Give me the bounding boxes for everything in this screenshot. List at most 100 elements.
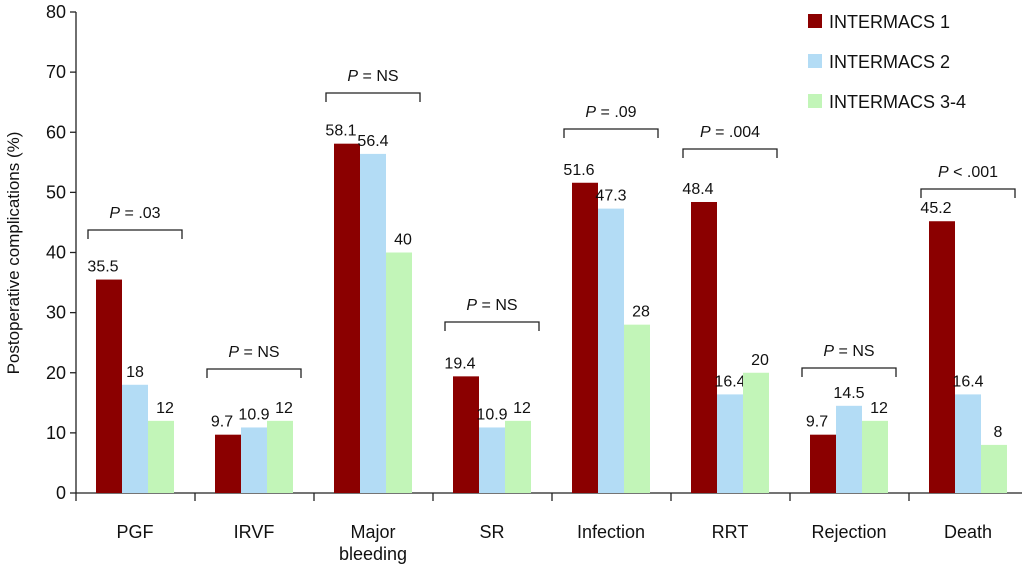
data-label: 9.7 [806,414,828,431]
p-value-text: = .004 [711,124,760,141]
data-label: 45.2 [920,200,951,217]
p-symbol: P [228,344,239,361]
data-label: 28 [632,304,650,321]
data-label: 48.4 [682,181,713,198]
x-tick-label: bleeding [339,544,407,564]
x-tick-label: Infection [577,522,645,542]
x-tick-label: SR [479,522,504,542]
data-label: 58.1 [325,123,356,140]
x-tick-label: Major [350,522,395,542]
bar-intermacs-2 [955,394,981,493]
data-label: 12 [156,400,174,417]
y-tick-label: 0 [56,483,66,503]
p-symbol: P [700,124,711,141]
p-value-text: = NS [239,344,279,361]
bar-intermacs-3-4 [386,252,412,493]
p-value-bracket [920,188,1016,198]
p-value-label: P = .09 [585,104,636,121]
p-symbol: P [823,343,834,360]
legend-swatch [808,14,822,28]
x-tick-label: PGF [116,522,153,542]
bar-intermacs-1 [572,182,598,493]
y-tick-label: 20 [46,363,66,383]
data-label: 14.5 [833,385,864,402]
p-value-text: < .001 [949,164,998,181]
bar-intermacs-3-4 [981,444,1007,493]
legend-swatch [808,54,822,68]
bar-intermacs-2 [479,427,505,493]
bar-intermacs-2 [360,153,386,493]
data-label: 35.5 [87,259,118,276]
bar-intermacs-3-4 [624,324,650,493]
data-label: 12 [513,400,531,417]
p-value-bracket [682,148,778,158]
bar-intermacs-3-4 [505,420,531,493]
p-value-text: = NS [477,297,517,314]
bar-intermacs-1 [691,201,717,493]
y-tick-label: 30 [46,303,66,323]
bar-intermacs-3-4 [267,420,293,493]
p-symbol: P [466,297,477,314]
y-axis-label: Postoperative complications (%) [4,132,23,375]
bar-intermacs-3-4 [148,420,174,493]
p-value-bracket [563,128,659,138]
bar-intermacs-1 [453,376,479,493]
p-value-text: = NS [834,343,874,360]
p-value-bracket [325,92,421,102]
p-symbol: P [347,68,358,85]
bar-intermacs-2 [717,394,743,493]
legend-swatch [808,94,822,108]
data-label: 16.4 [952,373,983,390]
data-label: 18 [126,364,144,381]
data-label: 10.9 [476,406,507,423]
y-tick-label: 70 [46,62,66,82]
p-value-label: P = NS [466,297,517,314]
p-value-bracket [206,368,302,378]
data-label: 12 [275,400,293,417]
bar-intermacs-1 [96,279,122,493]
p-value-bracket [87,229,183,239]
p-value-label: P = .004 [700,124,760,141]
data-label: 20 [751,352,769,369]
data-label: 40 [394,232,412,249]
p-value-bracket [801,367,897,377]
bar-intermacs-1 [215,434,241,493]
p-value-label: P = NS [347,68,398,85]
p-symbol: P [109,205,120,222]
x-tick-label: Death [944,522,992,542]
data-label: 9.7 [211,414,233,431]
bar-intermacs-3-4 [862,420,888,493]
p-value-text: = .09 [596,104,637,121]
data-label: 10.9 [238,406,269,423]
bar-intermacs-2 [241,427,267,493]
bar-intermacs-1 [929,221,955,494]
data-label: 19.4 [444,355,475,372]
data-label: 12 [870,400,888,417]
p-value-text: = NS [358,68,398,85]
y-tick-label: 50 [46,182,66,202]
x-tick-label: RRT [712,522,749,542]
bar-intermacs-1 [810,434,836,493]
y-tick-label: 80 [46,2,66,22]
p-value-label: P = NS [228,344,279,361]
legend-label: INTERMACS 3-4 [829,92,966,112]
data-label: 47.3 [595,188,626,205]
y-tick-label: 60 [46,122,66,142]
bar-intermacs-2 [836,405,862,493]
data-label: 8 [994,424,1003,441]
bar-intermacs-1 [334,143,360,493]
p-value-bracket [444,321,540,331]
y-tick-label: 10 [46,423,66,443]
p-value-label: P < .001 [938,164,998,181]
p-symbol: P [938,164,949,181]
p-value-text: = .03 [120,205,161,222]
x-tick-label: IRVF [234,522,275,542]
legend-label: INTERMACS 1 [829,12,950,32]
data-label: 56.4 [357,133,388,150]
bar-intermacs-2 [598,208,624,493]
p-value-label: P = NS [823,343,874,360]
p-symbol: P [585,104,596,121]
bar-intermacs-2 [122,384,148,493]
x-tick-label: Rejection [811,522,886,542]
